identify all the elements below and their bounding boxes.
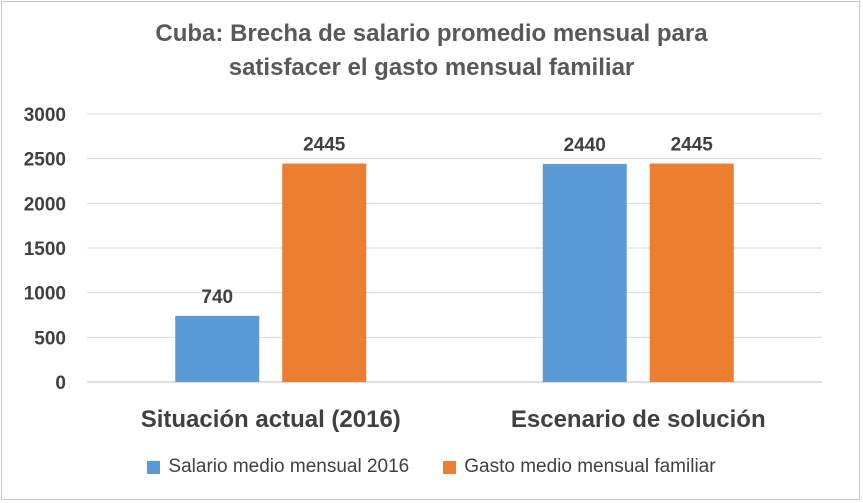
legend-label: Gasto medio mensual familiar	[464, 456, 716, 477]
bar-gasto-1	[649, 163, 734, 382]
data-label: 2445	[671, 135, 714, 156]
data-label: 2445	[303, 135, 346, 156]
data-label: 740	[201, 287, 233, 308]
chart-title-line-1: Cuba: Brecha de salario promedio mensual…	[155, 20, 708, 47]
bar-gasto-0	[282, 163, 367, 382]
chart-title-line-2: satisfacer el gasto mensual familiar	[228, 54, 635, 81]
legend-label: Salario medio mensual 2016	[168, 456, 410, 477]
y-tick-label: 500	[34, 328, 66, 349]
y-tick-label: 1000	[24, 284, 66, 305]
data-label: 2440	[564, 135, 606, 156]
y-tick-label: 2500	[24, 150, 66, 171]
legend-item: Salario medio mensual 2016	[147, 456, 409, 478]
category-label: Situación actual (2016)	[141, 406, 401, 433]
category-label: Escenario de solución	[511, 406, 766, 433]
y-tick-label: 0	[55, 373, 66, 394]
y-tick-label: 3000	[24, 105, 66, 126]
bar-salario-1	[542, 164, 627, 382]
legend: Salario medio mensual 2016 Gasto medio me…	[0, 456, 863, 478]
bar-salario-0	[175, 315, 260, 382]
y-tick-label: 1500	[24, 239, 66, 260]
legend-item: Gasto medio mensual familiar	[443, 456, 716, 478]
y-tick-label: 2000	[24, 194, 66, 215]
legend-swatch	[443, 460, 457, 474]
legend-swatch	[147, 460, 161, 474]
